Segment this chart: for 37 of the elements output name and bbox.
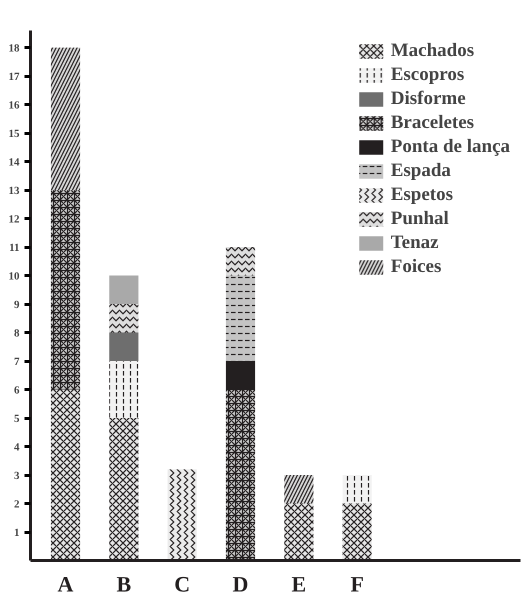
y-tick-label: 4 <box>14 442 20 454</box>
y-tick-label: 8 <box>14 328 20 340</box>
legend-label: Espada <box>390 160 451 182</box>
legend-label: Espetos <box>390 184 454 206</box>
y-tick-label: 13 <box>8 185 20 198</box>
y-tick-label: 12 <box>8 214 20 226</box>
legend-label: Ponta de lança <box>390 136 510 158</box>
x-tick-label: C <box>174 572 190 596</box>
x-tick-label: A <box>58 572 74 596</box>
y-tick-label: 11 <box>9 242 20 254</box>
legend-label: Foices <box>390 256 442 278</box>
y-tick-label: 17 <box>8 71 20 84</box>
legend-label: Punhal <box>390 208 449 230</box>
bar <box>109 276 138 304</box>
y-tick-label: 10 <box>8 270 20 283</box>
y-tick-label: 5 <box>14 413 20 426</box>
y-tick-label: 2 <box>14 498 20 511</box>
x-tick-label: B <box>116 572 132 596</box>
y-tick-label: 7 <box>14 356 20 368</box>
legend-label: Braceletes <box>390 112 474 134</box>
y-tick-label: 18 <box>8 42 20 55</box>
bar <box>226 361 256 390</box>
bar <box>109 332 138 362</box>
x-tick-label: F <box>350 572 364 596</box>
y-tick-label: 14 <box>8 156 20 169</box>
legend-label: Machados <box>390 40 474 62</box>
x-tick-label: D <box>232 572 248 596</box>
x-tick-label: E <box>291 572 306 596</box>
y-tick-label: 15 <box>8 128 20 140</box>
y-tick-label: 3 <box>14 470 20 482</box>
y-tick-label: 9 <box>14 299 20 312</box>
y-tick-label: 1 <box>14 527 20 540</box>
y-tick-label: 16 <box>8 100 20 112</box>
legend-label: Tenaz <box>390 232 439 254</box>
legend-label: Disforme <box>390 88 466 110</box>
y-tick-label: 6 <box>14 384 20 397</box>
legend-label: Escopros <box>390 64 464 86</box>
